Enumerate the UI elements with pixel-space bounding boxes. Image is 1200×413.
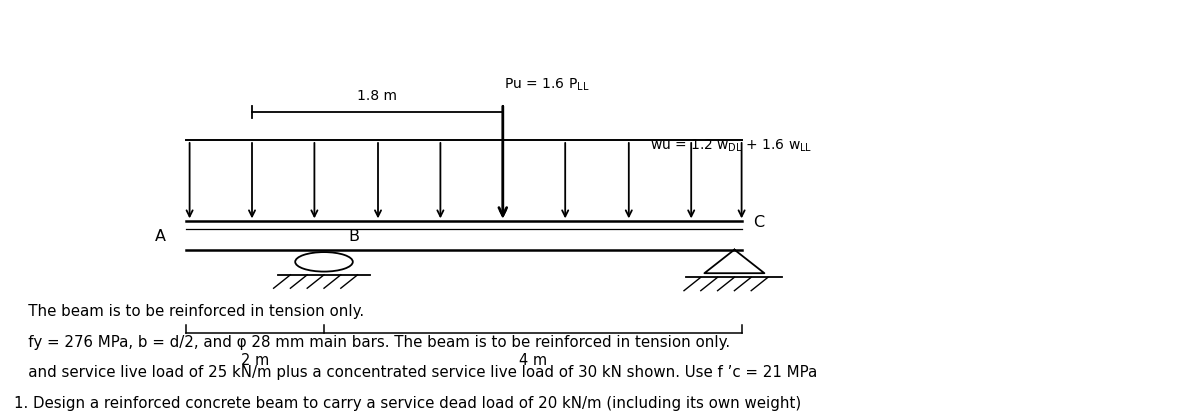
Text: 2 m: 2 m bbox=[241, 353, 270, 368]
Text: fy = 276 MPa, b = d/2, and φ 28 mm main bars. The beam is to be reinforced in te: fy = 276 MPa, b = d/2, and φ 28 mm main … bbox=[14, 335, 731, 350]
Text: A: A bbox=[155, 229, 166, 244]
Text: and service live load of 25 kN/m plus a concentrated service live load of 30 kN : and service live load of 25 kN/m plus a … bbox=[14, 366, 817, 380]
Text: 1. Design a reinforced concrete beam to carry a service dead load of 20 kN/m (in: 1. Design a reinforced concrete beam to … bbox=[14, 396, 802, 411]
Text: 4 m: 4 m bbox=[518, 353, 547, 368]
Text: The beam is to be reinforced in tension only.: The beam is to be reinforced in tension … bbox=[14, 304, 365, 320]
Text: 1.8 m: 1.8 m bbox=[358, 89, 397, 103]
Text: wu = 1.2 w$_{\mathregular{DL}}$ + 1.6 w$_{\mathregular{LL}}$: wu = 1.2 w$_{\mathregular{DL}}$ + 1.6 w$… bbox=[650, 138, 812, 154]
Text: Pu = 1.6 P$_{\mathregular{LL}}$: Pu = 1.6 P$_{\mathregular{LL}}$ bbox=[504, 76, 589, 93]
Text: B: B bbox=[348, 229, 359, 244]
Text: C: C bbox=[754, 215, 764, 230]
